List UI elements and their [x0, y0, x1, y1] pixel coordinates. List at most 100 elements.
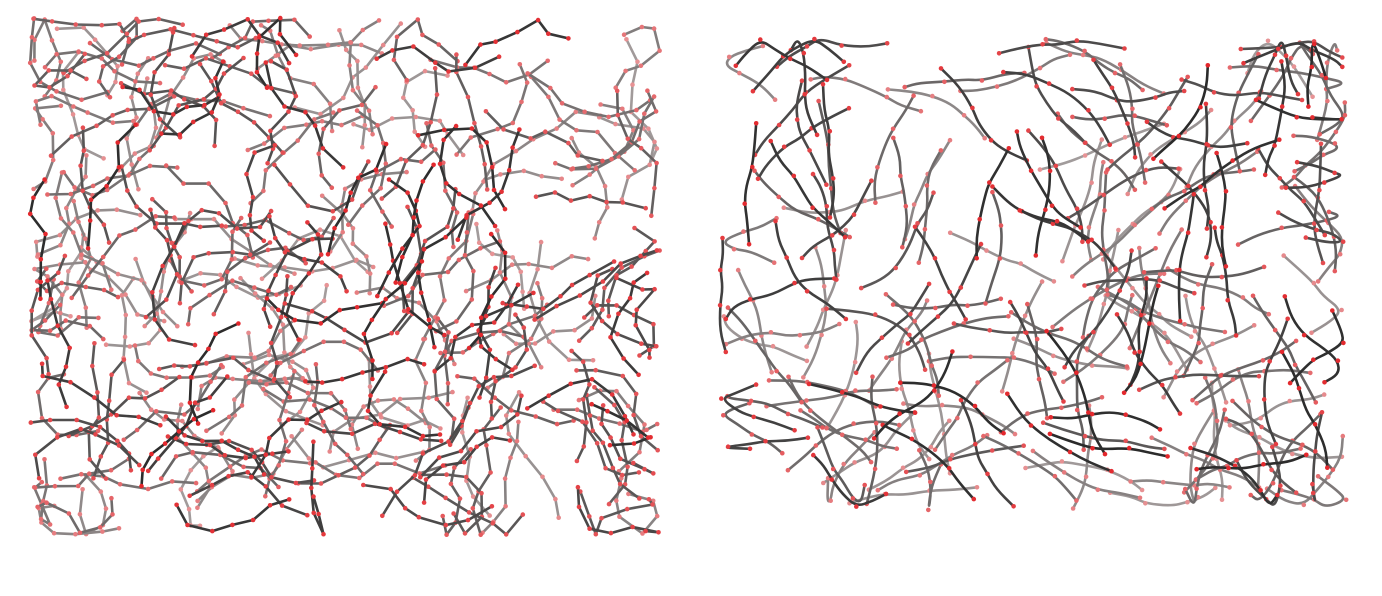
chain-bead	[1137, 349, 1142, 355]
chain-bead	[152, 317, 158, 322]
chain-bead	[383, 296, 389, 302]
chain-bead	[39, 415, 45, 421]
chain-bead	[36, 476, 42, 481]
chain-bead	[358, 42, 364, 48]
chain-bead	[54, 89, 59, 94]
chain-bead	[355, 446, 361, 452]
chain-bead	[367, 188, 373, 193]
chain-bead	[283, 439, 289, 444]
chain-bead	[175, 323, 180, 329]
chain-bead	[608, 530, 614, 536]
chain-bead	[321, 531, 326, 537]
chain-bead	[49, 38, 55, 43]
chain-bead	[283, 292, 289, 297]
chain-bead	[391, 57, 397, 63]
chain-bead	[332, 225, 337, 231]
chain-bead	[996, 51, 1002, 56]
polymer-chain	[725, 435, 811, 452]
chain-bead	[753, 382, 759, 387]
chain-bead	[292, 317, 298, 323]
chain-bead	[973, 441, 978, 447]
chain-bead	[785, 411, 791, 417]
chain-bead	[27, 211, 33, 217]
chain-bead	[528, 336, 534, 342]
chain-bead	[924, 183, 930, 188]
chain-bead	[1261, 462, 1266, 467]
polymer-chain	[367, 147, 438, 229]
chain-bead	[1059, 459, 1065, 464]
chain-segment	[1129, 277, 1148, 386]
chain-bead	[342, 186, 348, 192]
chain-bead	[517, 127, 522, 132]
polymer-chain	[438, 302, 550, 356]
chain-bead	[443, 234, 448, 240]
chain-bead	[116, 526, 122, 531]
chain-bead	[226, 473, 231, 479]
polymer-chain	[463, 253, 591, 294]
chain-bead	[975, 380, 980, 385]
chain-bead	[38, 296, 43, 302]
chain-bead	[58, 59, 64, 65]
chain-segment	[1242, 42, 1344, 69]
chain-bead	[62, 253, 68, 259]
chain-bead	[1161, 271, 1167, 277]
chain-bead	[153, 214, 158, 219]
chain-bead	[742, 201, 747, 206]
chain-bead	[509, 408, 514, 413]
chain-bead	[235, 447, 241, 453]
chain-bead	[210, 528, 215, 534]
chain-segment	[805, 228, 848, 348]
chain-bead	[366, 159, 371, 164]
chain-bead	[276, 484, 281, 490]
chain-bead	[1122, 46, 1127, 51]
chain-bead	[82, 58, 87, 64]
chain-bead	[442, 349, 448, 355]
chain-bead	[990, 184, 995, 189]
chain-bead	[350, 87, 356, 93]
chain-bead	[647, 347, 652, 353]
chain-bead	[443, 522, 449, 528]
chain-segment	[892, 136, 909, 249]
chain-bead	[336, 473, 341, 478]
chain-bead	[1153, 95, 1158, 100]
chain-bead	[243, 455, 248, 461]
chain-segment	[1254, 98, 1341, 121]
chain-bead	[46, 68, 51, 73]
chain-bead	[393, 280, 399, 285]
chain-bead	[768, 330, 774, 335]
chain-bead	[129, 162, 134, 167]
chain-bead	[317, 227, 323, 232]
chain-bead	[276, 307, 281, 313]
chain-bead	[498, 172, 503, 177]
chain-bead	[421, 500, 427, 505]
chain-bead	[117, 482, 123, 487]
chain-bead	[1047, 431, 1053, 437]
chain-bead	[946, 466, 952, 471]
chain-bead	[477, 395, 482, 400]
chain-bead	[763, 438, 768, 444]
chain-bead	[1185, 74, 1190, 80]
chain-bead	[813, 443, 819, 448]
chain-bead	[259, 447, 264, 452]
polymer-chain	[883, 292, 942, 399]
chain-bead	[383, 221, 388, 226]
chain-bead	[570, 183, 575, 188]
chain-bead	[1341, 340, 1346, 346]
chain-bead	[401, 308, 407, 314]
polymer-chain	[725, 305, 804, 405]
chain-bead	[1095, 487, 1101, 493]
chain-bead	[427, 424, 433, 430]
chain-bead	[103, 476, 109, 481]
chain-bead	[61, 70, 66, 76]
chain-bead	[206, 478, 212, 484]
chain-bead	[411, 44, 416, 49]
chain-bead	[264, 360, 269, 366]
chain-bead	[483, 109, 489, 114]
chain-bead	[243, 255, 248, 261]
chain-bead	[217, 92, 222, 97]
chain-bead	[360, 203, 365, 208]
chain-bead	[453, 123, 459, 129]
chain-bead	[346, 222, 351, 227]
chain-segment	[825, 307, 927, 371]
chain-bead	[606, 501, 612, 507]
